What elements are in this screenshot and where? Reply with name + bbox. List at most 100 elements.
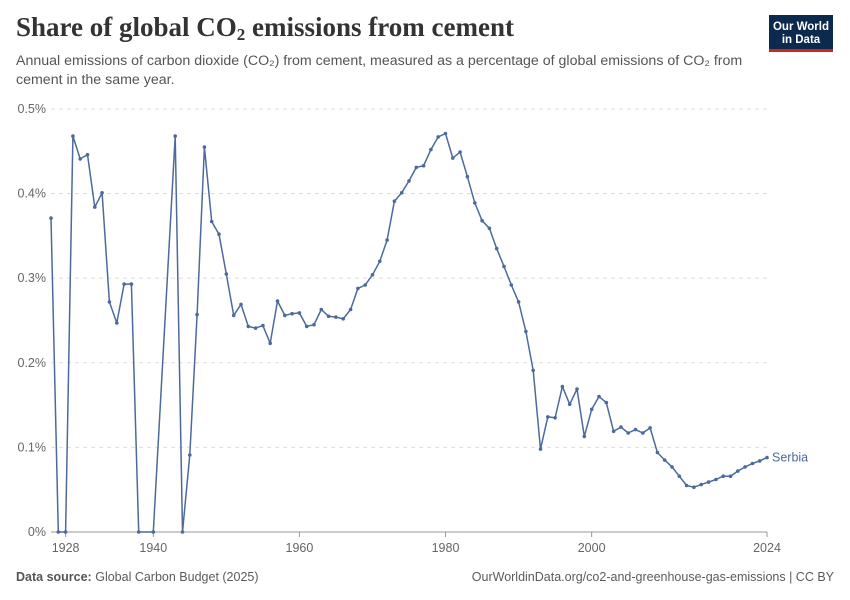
data-point[interactable] — [85, 152, 90, 157]
data-point[interactable] — [728, 474, 733, 479]
data-point[interactable] — [465, 174, 470, 179]
data-point[interactable] — [714, 477, 718, 482]
source-url[interactable]: OurWorldinData.org/co2-and-greenhouse-ga… — [471, 570, 834, 584]
data-point[interactable] — [692, 485, 696, 490]
data-point[interactable] — [502, 264, 506, 269]
data-point[interactable] — [429, 147, 433, 152]
data-point[interactable] — [378, 259, 382, 264]
data-point[interactable] — [706, 480, 711, 484]
data-point[interactable] — [553, 416, 557, 420]
data-point[interactable] — [611, 429, 616, 434]
data-point[interactable] — [494, 246, 499, 251]
data-point[interactable] — [567, 402, 572, 407]
data-point[interactable] — [480, 218, 484, 223]
data-point[interactable] — [560, 384, 565, 389]
data-point[interactable] — [392, 199, 397, 203]
data-point[interactable] — [348, 307, 353, 312]
data-source-text[interactable]: Global Carbon Budget (2025) — [95, 570, 259, 584]
data-point[interactable] — [626, 431, 630, 435]
data-point[interactable] — [122, 282, 126, 286]
data-point[interactable] — [71, 134, 75, 138]
data-point[interactable] — [319, 307, 324, 312]
data-point[interactable] — [619, 425, 623, 429]
data-point[interactable] — [370, 273, 375, 277]
data-point[interactable] — [677, 474, 682, 479]
data-point[interactable] — [290, 311, 294, 316]
data-point[interactable] — [509, 283, 514, 287]
data-point[interactable] — [699, 482, 703, 487]
data-point[interactable] — [531, 368, 535, 373]
data-point[interactable] — [231, 313, 236, 318]
data-point[interactable] — [246, 324, 251, 329]
data-point[interactable] — [736, 469, 740, 473]
data-point[interactable] — [538, 447, 543, 451]
data-point[interactable] — [151, 530, 156, 534]
owid-logo[interactable]: Our World in Data — [769, 15, 833, 52]
data-point[interactable] — [633, 427, 638, 432]
data-point[interactable] — [136, 530, 141, 534]
data-point[interactable] — [275, 299, 280, 303]
data-point[interactable] — [202, 145, 207, 149]
data-point[interactable] — [407, 179, 411, 183]
data-point[interactable] — [261, 323, 265, 328]
data-point[interactable] — [253, 326, 258, 330]
data-point[interactable] — [589, 407, 594, 412]
data-point[interactable] — [604, 400, 609, 405]
data-point[interactable] — [173, 134, 177, 138]
data-point[interactable] — [641, 431, 645, 435]
data-point[interactable] — [546, 415, 550, 419]
data-point[interactable] — [385, 238, 389, 242]
data-point[interactable] — [721, 474, 725, 479]
series-serbia[interactable]: Serbia — [49, 131, 808, 534]
data-point[interactable] — [757, 459, 762, 463]
data-point[interactable] — [443, 131, 448, 136]
data-point[interactable] — [750, 461, 755, 466]
data-point[interactable] — [414, 165, 419, 170]
data-point[interactable] — [217, 232, 221, 236]
data-point[interactable] — [524, 329, 528, 334]
data-point[interactable] — [49, 216, 53, 220]
data-point[interactable] — [451, 156, 455, 160]
data-point[interactable] — [93, 205, 97, 209]
series-line[interactable] — [50, 132, 768, 533]
data-point[interactable] — [421, 163, 426, 168]
data-point[interactable] — [334, 315, 338, 319]
data-point[interactable] — [283, 313, 287, 318]
data-point[interactable] — [363, 283, 368, 287]
data-point[interactable] — [743, 465, 747, 469]
data-point[interactable] — [684, 483, 689, 488]
data-point[interactable] — [63, 530, 68, 534]
data-point[interactable] — [56, 530, 61, 534]
data-point[interactable] — [516, 300, 521, 304]
data-point[interactable] — [180, 530, 185, 534]
series-label[interactable]: Serbia — [772, 451, 808, 465]
data-point[interactable] — [78, 157, 82, 161]
data-point[interactable] — [648, 426, 652, 430]
data-point[interactable] — [655, 450, 660, 455]
data-point[interactable] — [436, 135, 441, 139]
data-point[interactable] — [670, 465, 674, 469]
data-point[interactable] — [115, 321, 119, 325]
data-point[interactable] — [597, 394, 601, 399]
data-point[interactable] — [487, 226, 492, 231]
data-point[interactable] — [268, 341, 273, 346]
data-point[interactable] — [195, 312, 199, 317]
data-point[interactable] — [575, 387, 579, 391]
data-point[interactable] — [399, 191, 404, 195]
data-point[interactable] — [224, 272, 229, 276]
data-point[interactable] — [765, 455, 769, 460]
data-point[interactable] — [100, 191, 104, 195]
data-point[interactable] — [662, 458, 667, 462]
data-point[interactable] — [458, 150, 462, 154]
data-point[interactable] — [326, 314, 331, 319]
data-point[interactable] — [107, 300, 112, 304]
data-point[interactable] — [209, 219, 214, 224]
data-point[interactable] — [341, 317, 346, 321]
data-point[interactable] — [312, 322, 316, 327]
data-point[interactable] — [356, 286, 360, 291]
data-point[interactable] — [304, 324, 309, 329]
data-point[interactable] — [297, 311, 302, 315]
data-point[interactable] — [473, 201, 477, 205]
data-point[interactable] — [582, 434, 587, 439]
